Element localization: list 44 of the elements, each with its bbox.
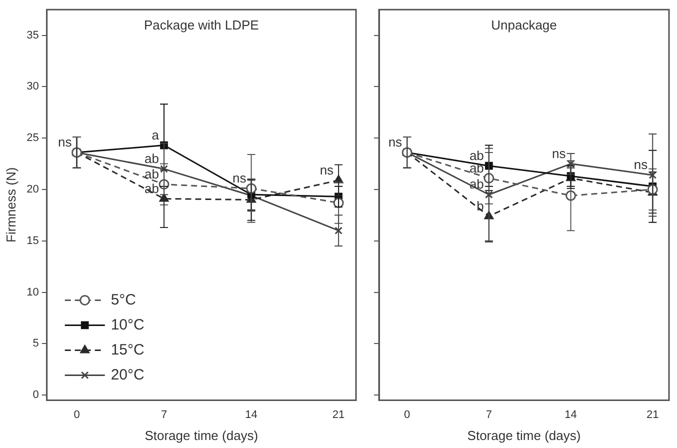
legend-label: 20°C: [110, 366, 145, 384]
text: Unpackage: [491, 18, 557, 33]
x-tick-label: 7: [160, 408, 168, 421]
x-tick-label: 21: [332, 408, 345, 421]
annotation: ns: [232, 170, 247, 186]
annotation: ns: [634, 157, 648, 172]
y-tick-label: 20: [26, 184, 39, 196]
point: [484, 190, 493, 199]
annotation: ab: [144, 151, 160, 166]
y-tick-label: 30: [26, 80, 39, 93]
legend-label: 5°C: [110, 291, 136, 308]
x-tick-label: 21: [646, 408, 659, 421]
y-tick-label: 5: [32, 338, 39, 350]
annotation: ns: [320, 162, 334, 178]
y-tick-label: 35: [26, 29, 39, 42]
text: Package with LDPE: [144, 18, 260, 33]
legend-label: 15°C: [110, 341, 145, 358]
point: [334, 226, 342, 235]
legend-label: 10°C: [110, 316, 145, 334]
annotation: ns: [58, 134, 72, 150]
annotation: a: [152, 127, 160, 142]
annotation: ab: [144, 166, 160, 182]
x-tick-label: 0: [74, 408, 80, 421]
y-axis-title: Firmness (N): [3, 167, 18, 242]
point: [648, 171, 657, 180]
annotation: ns: [552, 146, 566, 161]
annotation: ab: [469, 176, 484, 192]
point: [160, 164, 168, 173]
point: [566, 160, 575, 168]
y-tick-label: 15: [26, 234, 39, 247]
x-tick-label: 14: [564, 408, 577, 421]
x-tick-label: 7: [486, 408, 492, 421]
annotation: ns: [388, 134, 403, 150]
x-axis-title: Storage time (days): [467, 428, 581, 443]
annotation: ab: [144, 180, 160, 196]
y-tick-label: 10: [26, 286, 39, 298]
annotation: ab: [469, 160, 484, 176]
annotation: b: [476, 198, 484, 214]
annotation: ab: [469, 148, 484, 163]
y-tick-label: 25: [26, 132, 39, 144]
x-axis-title: Storage time (days): [144, 428, 258, 443]
x-tick-label: 14: [245, 408, 258, 421]
y-tick-label: 0: [32, 389, 39, 402]
x-tick-label: 0: [404, 408, 410, 421]
